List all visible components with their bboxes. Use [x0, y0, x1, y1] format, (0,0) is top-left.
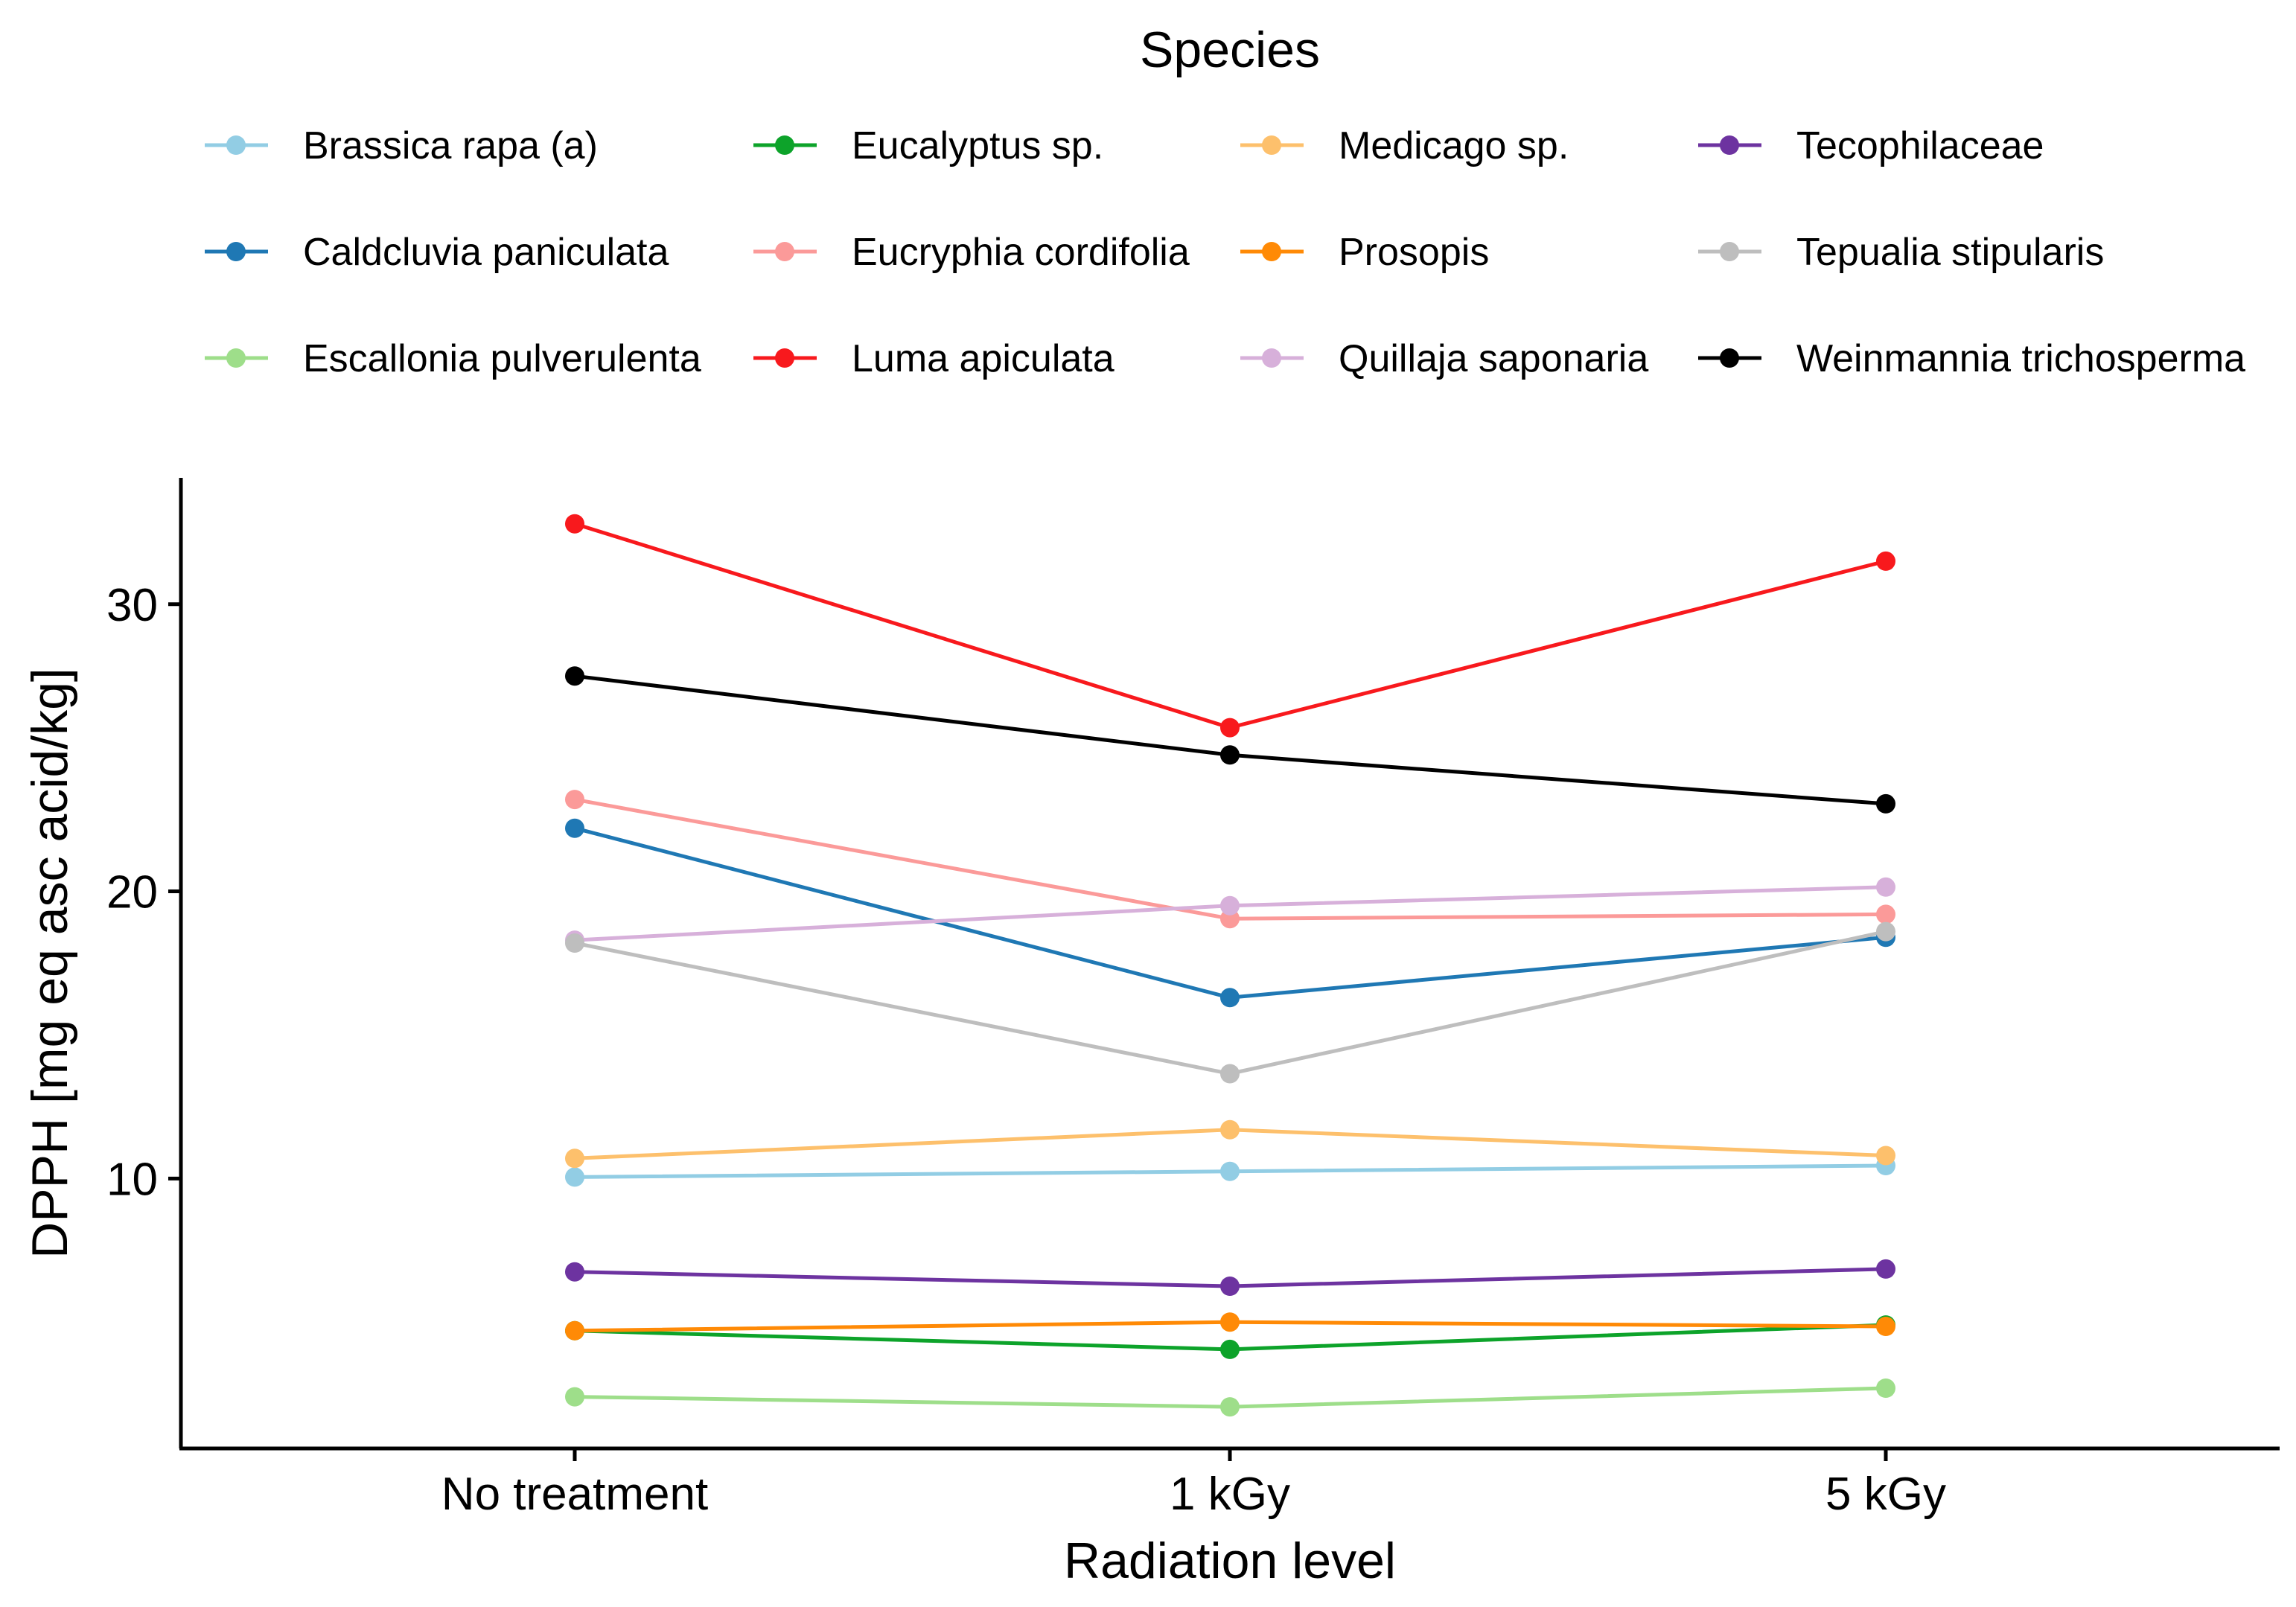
- legend-item-prosopis: Prosopis: [1240, 231, 1489, 274]
- legend-item-weinmannia-trichosperma: Weinmannia trichosperma: [1698, 337, 2245, 380]
- data-point-tepualia-stipularis: [565, 933, 584, 953]
- data-point-weinmannia-trichosperma: [565, 666, 584, 686]
- data-point-brassica-rapa-a: [565, 1167, 584, 1187]
- legend-key-point: [226, 348, 246, 368]
- x-tick-label: No treatment: [441, 1469, 708, 1520]
- legend-item-tepualia-stipularis: Tepualia stipularis: [1698, 231, 2104, 274]
- legend-label: Tecophilaceae: [1796, 124, 2044, 167]
- data-point-tecophilaceae: [1876, 1259, 1895, 1279]
- data-point-luma-apiculata: [565, 514, 584, 534]
- x-axis-title: Radiation level: [1064, 1533, 1396, 1589]
- legend-item-quillaja-saponaria: Quillaja saponaria: [1240, 337, 1648, 380]
- legend-label: Medicago sp.: [1339, 124, 1569, 167]
- y-tick-label: 30: [106, 580, 158, 631]
- legend: Species Brassica rapa (a) Caldcluvia pani…: [205, 22, 2245, 380]
- data-point-caldcluvia-paniculata: [565, 818, 584, 838]
- legend-key-point: [1262, 348, 1281, 368]
- x-tick-label: 1 kGy: [1170, 1469, 1290, 1520]
- data-point-weinmannia-trichosperma: [1876, 793, 1895, 814]
- legend-label: Luma apiculata: [852, 337, 1114, 380]
- data-point-tecophilaceae: [565, 1262, 584, 1282]
- data-point-quillaja-saponaria: [1876, 877, 1895, 897]
- legend-item-eucalyptus-sp: Eucalyptus sp.: [753, 124, 1103, 167]
- legend-item-brassica-rapa-a: Brassica rapa (a): [205, 124, 598, 167]
- data-point-luma-apiculata: [1876, 551, 1895, 571]
- data-point-medicago-sp: [565, 1148, 584, 1169]
- legend-item-luma-apiculata: Luma apiculata: [753, 337, 1114, 380]
- data-point-tecophilaceae: [1220, 1277, 1240, 1296]
- series-points: [565, 514, 1895, 1417]
- legend-key-point: [1720, 348, 1739, 368]
- legend-label: Quillaja saponaria: [1339, 337, 1648, 380]
- data-point-luma-apiculata: [1220, 718, 1240, 738]
- legend-label: Prosopis: [1339, 231, 1489, 274]
- legend-key-point: [1720, 135, 1739, 155]
- legend-label: Weinmannia trichosperma: [1796, 337, 2245, 380]
- y-tick-label: 10: [106, 1154, 158, 1205]
- legend-key-point: [775, 348, 794, 368]
- x-tick-label: 5 kGy: [1825, 1469, 1946, 1520]
- legend-title: Species: [1140, 22, 1320, 78]
- data-point-brassica-rapa-a: [1220, 1161, 1240, 1181]
- series-lines: [574, 522, 1887, 1409]
- data-point-eucryphia-cordifolia: [565, 790, 584, 810]
- y-axis-title: DPPH [mg eq asc acid/kg]: [22, 668, 78, 1259]
- data-point-prosopis: [1220, 1312, 1240, 1332]
- legend-item-tecophilaceae: Tecophilaceae: [1698, 124, 2044, 167]
- legend-item-caldcluvia-paniculata: Caldcluvia paniculata: [205, 231, 669, 274]
- data-point-tepualia-stipularis: [1876, 921, 1895, 942]
- y-ticks: 10 20 30: [106, 580, 181, 1205]
- x-ticks: No treatment 1 kGy 5 kGy: [441, 1448, 1946, 1520]
- data-point-caldcluvia-paniculata: [1220, 988, 1240, 1008]
- data-point-quillaja-saponaria: [1220, 895, 1240, 916]
- legend-label: Tepualia stipularis: [1796, 231, 2104, 274]
- data-point-prosopis: [565, 1320, 584, 1341]
- data-point-escallonia-pulverulenta: [1876, 1378, 1895, 1398]
- legend-label: Brassica rapa (a): [303, 124, 598, 167]
- legend-key-point: [226, 242, 246, 261]
- legend-items: Brassica rapa (a) Caldcluvia paniculata Es…: [205, 124, 2245, 380]
- legend-item-eucryphia-cordifolia: Eucryphia cordifolia: [753, 231, 1190, 274]
- plot-area: 10 20 30 No treatment 1 kGy 5 kGy: [106, 478, 2280, 1520]
- legend-key-point: [1262, 242, 1281, 261]
- data-point-escallonia-pulverulenta: [1220, 1397, 1240, 1417]
- data-point-prosopis: [1876, 1317, 1895, 1336]
- data-point-weinmannia-trichosperma: [1220, 745, 1240, 765]
- legend-key-point: [775, 135, 794, 155]
- legend-label: Caldcluvia paniculata: [303, 231, 669, 274]
- legend-item-escallonia-pulverulenta: Escallonia pulverulenta: [205, 337, 701, 380]
- series-line-luma-apiculata: [574, 522, 1887, 730]
- legend-key-point: [775, 242, 794, 261]
- data-point-medicago-sp: [1876, 1146, 1895, 1166]
- y-tick-label: 20: [106, 867, 158, 918]
- legend-key-point: [1262, 135, 1281, 155]
- data-point-eucryphia-cordifolia: [1876, 904, 1895, 924]
- data-point-medicago-sp: [1220, 1119, 1240, 1140]
- data-point-escallonia-pulverulenta: [565, 1387, 584, 1407]
- legend-key-point: [1720, 242, 1739, 261]
- legend-label: Eucalyptus sp.: [852, 124, 1103, 167]
- series-line-weinmannia-trichosperma: [574, 674, 1887, 806]
- legend-label: Escallonia pulverulenta: [303, 337, 701, 380]
- data-point-tepualia-stipularis: [1220, 1064, 1240, 1084]
- legend-item-medicago-sp: Medicago sp.: [1240, 124, 1569, 167]
- legend-key-point: [226, 135, 246, 155]
- data-point-eucalyptus-sp: [1220, 1339, 1240, 1359]
- legend-label: Eucryphia cordifolia: [852, 231, 1190, 274]
